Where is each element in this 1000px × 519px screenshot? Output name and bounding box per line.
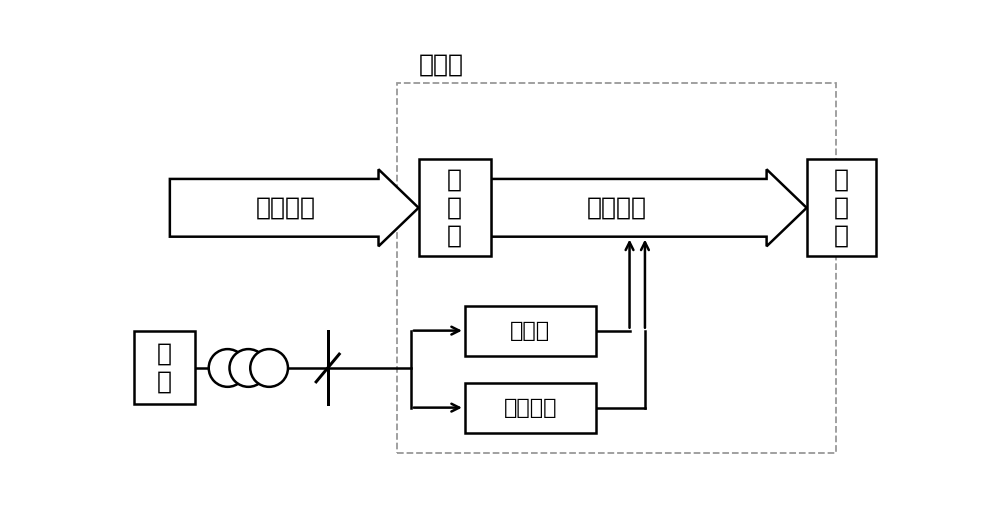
Circle shape bbox=[229, 349, 267, 387]
Bar bbox=[419, 159, 491, 255]
Bar bbox=[465, 306, 596, 356]
Polygon shape bbox=[491, 169, 807, 247]
Bar bbox=[465, 383, 596, 433]
Text: 蓄热装置: 蓄热装置 bbox=[503, 398, 557, 418]
Bar bbox=[397, 83, 836, 453]
Polygon shape bbox=[170, 169, 419, 247]
Bar bbox=[134, 331, 195, 404]
Bar bbox=[807, 159, 876, 255]
Circle shape bbox=[250, 349, 288, 387]
Text: 热
负
荷: 热 负 荷 bbox=[834, 168, 849, 247]
Text: 二次热网: 二次热网 bbox=[586, 196, 646, 220]
Text: 换热站: 换热站 bbox=[419, 53, 464, 77]
Circle shape bbox=[209, 349, 246, 387]
Text: 换
热
器: 换 热 器 bbox=[447, 168, 462, 247]
Text: 电
网: 电 网 bbox=[157, 342, 172, 393]
Text: 电锅炉: 电锅炉 bbox=[510, 321, 550, 340]
Text: 一次热网: 一次热网 bbox=[255, 196, 315, 220]
